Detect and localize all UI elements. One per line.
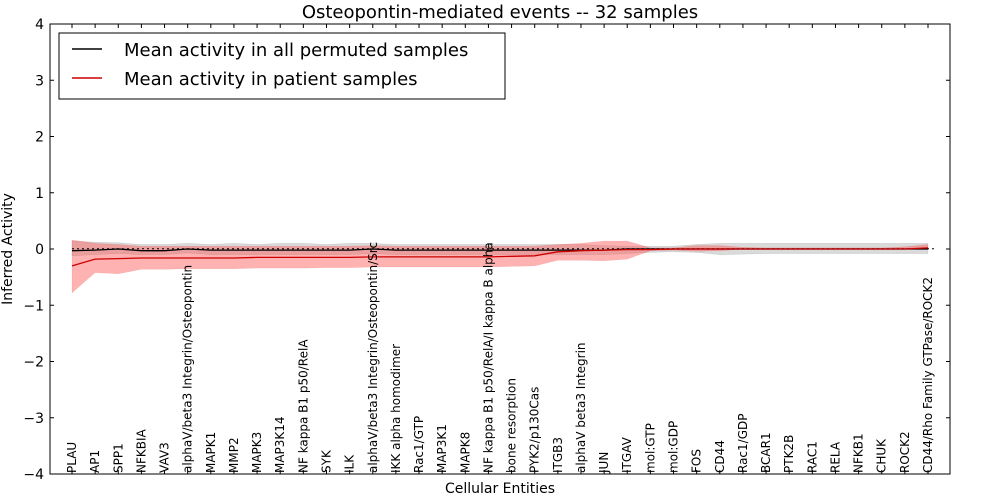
x-tick-label: NFKBIA — [134, 428, 148, 473]
x-tick-label: SPP1 — [111, 443, 125, 473]
x-tick-label: PLAU — [65, 442, 79, 473]
x-tick-label: MAPK8 — [458, 432, 472, 473]
y-tick-label: −3 — [23, 411, 44, 427]
x-tick-label: ITGB3 — [551, 437, 565, 473]
x-tick-label: MAPK3 — [250, 432, 264, 473]
plot-frame — [49, 23, 951, 475]
x-tick-label: SYK — [320, 449, 334, 473]
x-tick-label: NFKB1 — [852, 433, 866, 473]
legend-label-permuted: Mean activity in all permuted samples — [124, 40, 468, 61]
series-line-patient — [71, 247, 929, 267]
x-tick-label: MAPK1 — [204, 432, 218, 473]
x-tick-label: ILK — [343, 454, 357, 473]
x-tick-label: MAP3K14 — [273, 416, 287, 473]
x-tick-label: BCAR1 — [759, 432, 773, 473]
x-tick-label: VAV3 — [158, 442, 172, 473]
x-tick-label: Rac1/GDP — [736, 414, 750, 473]
y-tick-label: −1 — [23, 298, 44, 314]
x-tick-label: JUN — [597, 452, 611, 474]
x-tick-label: MMP2 — [227, 437, 241, 473]
x-tick-label: CD44 — [713, 440, 727, 473]
x-tick-label: ITGAV — [620, 436, 634, 473]
x-tick-label: alphaV beta3 Integrin — [574, 342, 588, 473]
x-tick-label: IKK alpha homodimer — [389, 344, 403, 473]
confidence-bands — [71, 239, 929, 294]
x-tick-label: alphaV/beta3 Integrin/Osteopontin/Src — [366, 242, 380, 473]
x-tick-label: NF kappa B1 p50/RelA/I kappa B alpha — [481, 242, 495, 473]
x-tick-label: FOS — [690, 449, 704, 473]
y-axis-ticks: −4 −3 −2 −1 0 1 2 3 4 — [23, 17, 950, 483]
y-tick-label: 3 — [35, 73, 44, 89]
x-tick-label: AP1 — [88, 450, 102, 473]
y-tick-label: 1 — [35, 186, 44, 202]
x-tick-label: alphaV/beta3 Integrin/Osteopontin — [181, 265, 195, 473]
band-patient — [71, 239, 929, 294]
x-tick-label: MAP3K1 — [435, 424, 449, 473]
x-tick-label: CHUK — [875, 438, 889, 473]
legend-box — [58, 32, 506, 100]
x-tick-label: NF kappa B1 p50/RelA — [296, 339, 310, 473]
legend-label-patient: Mean activity in patient samples — [124, 69, 418, 90]
y-tick-label: 4 — [35, 17, 44, 33]
x-tick-label: RELA — [829, 441, 843, 473]
x-tick-label: CD44/Rho Family GTPase/ROCK2 — [921, 277, 935, 473]
y-tick-label: 0 — [35, 242, 44, 258]
x-tick-label: ROCK2 — [898, 431, 912, 473]
y-tick-label: 2 — [35, 130, 44, 146]
x-tick-label: PTK2B — [782, 435, 796, 473]
chart-title: Osteopontin-mediated events -- 32 sample… — [302, 2, 698, 23]
x-tick-label: PYK2/p130Cas — [528, 387, 542, 473]
y-tick-label: −2 — [23, 355, 44, 371]
x-axis-label: Cellular Entities — [445, 481, 555, 497]
series-lines — [71, 247, 929, 267]
x-axis-ticks: PLAU AP1 SPP1 NFKBIA VAV3 alphaV/beta3 Integr… — [65, 24, 935, 474]
x-tick-label: RAC1 — [805, 441, 819, 473]
x-tick-label: Rac1/GTP — [412, 416, 426, 473]
legend: Mean activity in all permuted samples Me… — [58, 32, 506, 100]
y-tick-label: −4 — [23, 467, 44, 483]
x-tick-label: mol:GTP — [643, 423, 657, 473]
y-axis-label: Inferred Activity — [0, 193, 16, 305]
band-permuted — [71, 240, 929, 257]
x-tick-label: mol:GDP — [667, 421, 681, 473]
x-tick-label: bone resorption — [505, 378, 519, 473]
